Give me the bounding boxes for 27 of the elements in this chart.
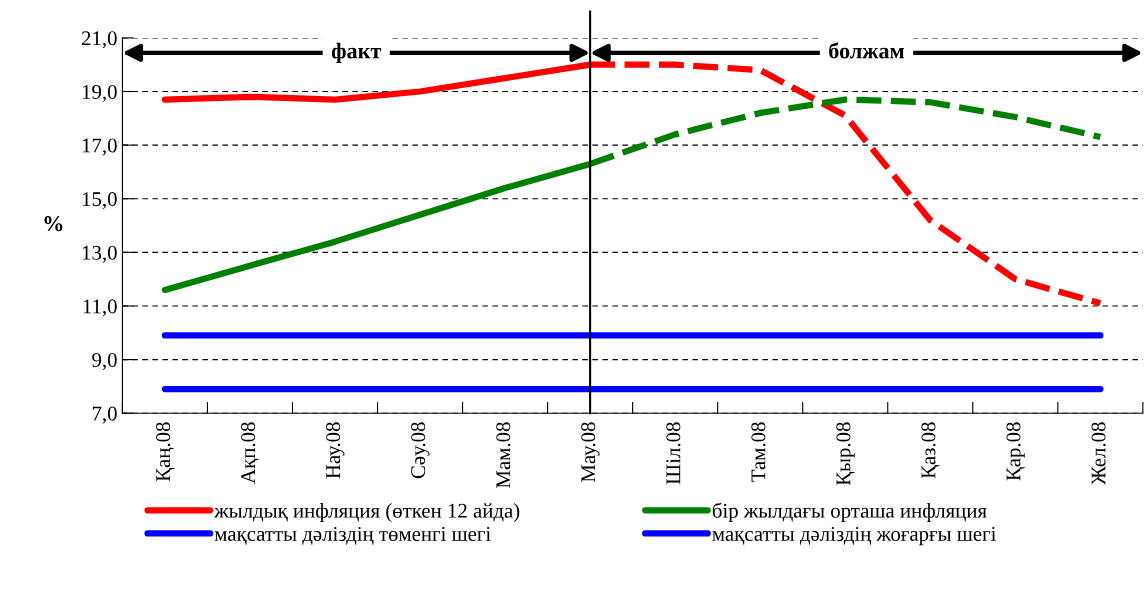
- y-tick-label: 7,0: [92, 406, 117, 424]
- y-tick-label: 11,0: [83, 299, 117, 317]
- y-tick-label: 9,0: [92, 352, 117, 371]
- annotation: факт: [331, 42, 382, 63]
- x-tick-label: Шіл.08: [666, 422, 681, 485]
- y-tick-label: 19,0: [82, 84, 117, 102]
- y-tick-label: 15,0: [82, 192, 117, 210]
- y-tick-label: 13,0: [82, 245, 117, 263]
- legend-label: жылдық инфляция (өткен 12 айда): [214, 503, 520, 522]
- x-tick-label: Мам.08: [496, 422, 511, 488]
- x-tick-label: Нау.08: [326, 422, 345, 479]
- x-tick-label: Сәу.08: [411, 422, 430, 479]
- x-tick-label: Қаз.08: [921, 422, 940, 479]
- y-tick-label: 17,0: [82, 138, 117, 156]
- x-tick-label: Там.08: [751, 422, 766, 482]
- legend-label: мақсатты дәліздің төменгі шегі: [214, 526, 491, 545]
- x-tick-label: Қар.08: [1006, 422, 1025, 481]
- y-tick-label: 21,0: [82, 31, 117, 49]
- y-axis-title: %: [44, 216, 63, 232]
- x-tick-label: Қыр.08: [836, 422, 855, 486]
- annotation: болжам: [829, 42, 905, 59]
- legend-label: мақсатты дәліздің жоғарғы шегі: [712, 526, 997, 546]
- x-tick-label: Жел.08: [1091, 422, 1106, 485]
- x-tick-label: Қаң.08: [156, 422, 175, 482]
- x-tick-label: Мау.08: [581, 422, 600, 483]
- legend-label: бір жылдағы орташа инфляция: [712, 502, 987, 522]
- x-tick-label: Ақп.08: [241, 422, 259, 484]
